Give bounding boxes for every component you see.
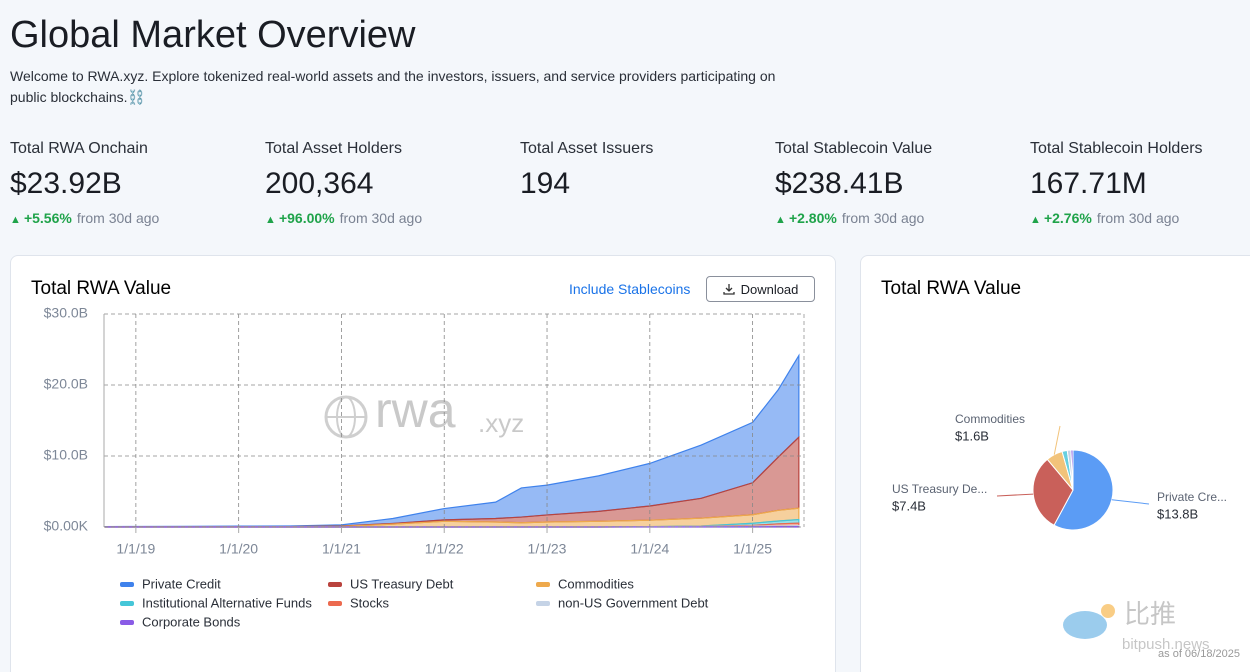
download-label: Download xyxy=(740,281,799,297)
stat: Total Stablecoin Value $238.41B +2.80%from… xyxy=(775,140,1015,226)
legend-label: non-US Government Debt xyxy=(558,595,709,610)
stat-label: Total Asset Issuers xyxy=(520,140,654,157)
slice-label: Commodities xyxy=(955,412,1025,426)
stat-label: Total Asset Holders xyxy=(265,140,402,157)
as-of-date: as of 06/18/2025 xyxy=(1158,648,1240,660)
stat-change-note: from 30d ago xyxy=(339,210,423,226)
legend-swatch xyxy=(536,601,550,606)
stat-change-value: +96.00% xyxy=(265,210,335,226)
leader-line xyxy=(996,493,1034,497)
stat-value: 200,364 xyxy=(265,167,374,200)
stat-change: +2.76%from 30d ago xyxy=(1030,210,1250,226)
watermark-source: 比推 xyxy=(1124,599,1176,629)
legend-swatch xyxy=(536,582,550,587)
page-title: Global Market Overview xyxy=(10,14,416,56)
stat-value: 194 xyxy=(520,167,571,200)
stat: Total Asset Holders 200,364 +96.00%from 30… xyxy=(265,140,505,226)
stat: Total RWA Onchain $23.92B +5.56%from 30d a… xyxy=(10,140,250,226)
pie-slice xyxy=(1070,449,1074,491)
slice-label: US Treasury De... xyxy=(892,482,987,496)
chart-title: Total RWA Value xyxy=(31,278,171,299)
stat-change-value: +2.80% xyxy=(775,210,837,226)
y-tick-label: $30.0B xyxy=(44,305,88,321)
legend-swatch xyxy=(328,582,342,587)
x-tick-label: 1/1/22 xyxy=(425,541,464,557)
page-description: Welcome to RWA.xyz. Explore tokenized re… xyxy=(10,68,776,105)
stat-change-note: from 30d ago xyxy=(76,210,160,226)
slice-value: $7.4B xyxy=(892,498,926,513)
rwa-watermark: rwa .xyz xyxy=(324,382,524,439)
slice-value: $1.6B xyxy=(955,428,989,443)
leader-line xyxy=(1111,499,1150,505)
legend-label: Stocks xyxy=(350,595,390,610)
stat-change: +96.00%from 30d ago xyxy=(265,210,505,226)
legend-label: US Treasury Debt xyxy=(350,576,454,591)
chart-title: Total RWA Value xyxy=(881,278,1021,299)
x-tick-label: 1/1/19 xyxy=(116,541,155,557)
legend-label: Commodities xyxy=(558,576,634,591)
x-tick-label: 1/1/25 xyxy=(733,541,772,557)
x-tick-label: 1/1/21 xyxy=(322,541,361,557)
legend-label: Institutional Alternative Funds xyxy=(142,595,312,610)
download-icon xyxy=(722,284,735,295)
stat-label: Total Stablecoin Value xyxy=(775,140,933,157)
stat-change-note: from 30d ago xyxy=(841,210,925,226)
x-tick-label: 1/1/24 xyxy=(630,541,669,557)
slice-value: $13.8B xyxy=(1157,506,1198,521)
stat: Total Asset Issuers 194 xyxy=(520,140,760,201)
stat-change: +5.56%from 30d ago xyxy=(10,210,250,226)
legend-label: Private Credit xyxy=(142,576,221,591)
watermark-brand: rwa xyxy=(375,382,456,438)
stat-label: Total RWA Onchain xyxy=(10,140,148,157)
stat-value: $23.92B xyxy=(10,167,122,200)
watermark-suffix: .xyz xyxy=(478,408,524,438)
bitpush-watermark: 比推 bitpush.news xyxy=(1063,599,1210,653)
legend-label: Corporate Bonds xyxy=(142,614,241,629)
x-tick-label: 1/1/23 xyxy=(528,541,567,557)
legend-swatch xyxy=(120,620,134,625)
stat-change-note: from 30d ago xyxy=(1096,210,1180,226)
y-tick-label: $0.00K xyxy=(44,518,89,534)
stat-change: +2.80%from 30d ago xyxy=(775,210,1015,226)
y-tick-label: $20.0B xyxy=(44,376,88,392)
slice-label: Private Cre... xyxy=(1157,490,1227,504)
stat-change-value: +5.56% xyxy=(10,210,72,226)
x-tick-label: 1/1/20 xyxy=(219,541,258,557)
legend-swatch xyxy=(120,601,134,606)
download-button[interactable]: Download xyxy=(706,276,815,302)
include-stablecoins-toggle[interactable]: Include Stablecoins xyxy=(569,281,691,297)
leader-line xyxy=(1053,425,1061,455)
stat: Total Stablecoin Holders 167.71M +2.76%fro… xyxy=(1030,140,1250,226)
legend-swatch xyxy=(120,582,134,587)
stat-change-value: +2.76% xyxy=(1030,210,1092,226)
y-tick-label: $10.0B xyxy=(44,447,88,463)
pie-slice xyxy=(1032,458,1074,526)
legend-swatch xyxy=(328,601,342,606)
stat-value: 167.71M xyxy=(1030,167,1147,200)
stat-value: $238.41B xyxy=(775,167,904,200)
watermark-site: bitpush.news xyxy=(1122,636,1210,653)
stat-label: Total Stablecoin Holders xyxy=(1030,140,1203,157)
